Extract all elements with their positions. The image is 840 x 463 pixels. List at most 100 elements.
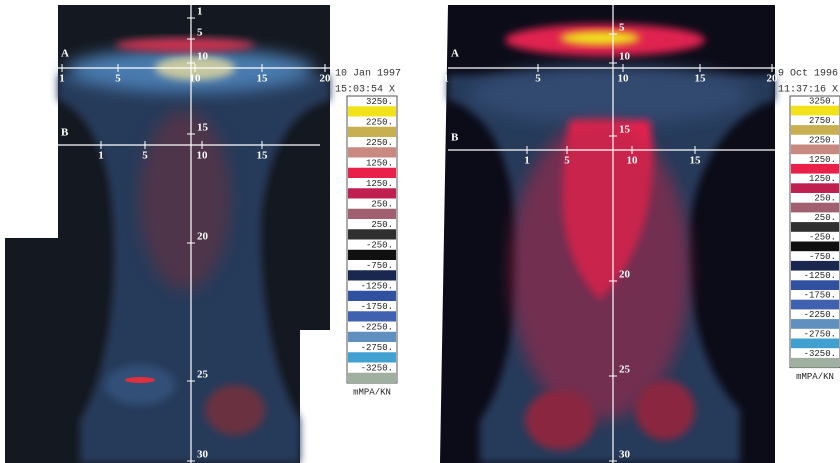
- legend-swatch: [791, 125, 839, 135]
- line-b-tick-label: 5: [142, 150, 148, 162]
- axis-label: 15: [619, 124, 631, 136]
- legend-swatch: [791, 358, 839, 368]
- legend-swatch: [791, 222, 839, 232]
- stress-image-left: [5, 5, 330, 463]
- axis-label: 30: [197, 449, 209, 461]
- legend-label: -750.: [809, 252, 836, 262]
- legend-swatch: [348, 106, 396, 116]
- legend-label: 250.: [814, 213, 836, 223]
- line-a-tick-label: 1: [59, 73, 65, 85]
- legend-swatch: [348, 127, 396, 137]
- line-a-tick-label: 20: [320, 73, 332, 85]
- legend-label: -2750.: [804, 329, 836, 339]
- axis-label: 30: [619, 449, 631, 461]
- line-a-tick-label: 15: [257, 73, 269, 85]
- legend-swatch: [791, 280, 839, 290]
- time: 11:37:16 X: [778, 85, 838, 96]
- line-label: A: [61, 48, 69, 60]
- line-a-tick-label: 10: [190, 73, 202, 85]
- legend-label: -3250.: [804, 349, 836, 359]
- line-b-tick-label: 15: [690, 155, 702, 167]
- axis-label: 25: [197, 369, 209, 381]
- figure: AB1510152025301510152015101510 Jan 19971…: [0, 0, 840, 463]
- axis-label: 10: [197, 51, 209, 63]
- line-label: A: [451, 48, 459, 60]
- legend-swatch: [791, 145, 839, 155]
- legend-label: 1250.: [809, 155, 836, 165]
- axis-label: 20: [619, 269, 631, 281]
- date: 9 Oct 1996: [778, 69, 838, 80]
- legend-label: 2250.: [809, 135, 836, 145]
- line-b-tick-label: 5: [564, 155, 570, 167]
- line-b-tick-label: 1: [524, 155, 530, 167]
- legend-label: -2250.: [804, 310, 836, 320]
- line-b-tick-label: 1: [98, 150, 104, 162]
- legend-swatch: [348, 168, 396, 178]
- legend-swatch: [791, 300, 839, 310]
- legend-label: -2750.: [361, 343, 393, 353]
- legend-swatch: [348, 250, 396, 260]
- legend-label: 3250.: [366, 97, 393, 107]
- line-label: B: [451, 132, 459, 144]
- time: 15:03:54 X: [335, 85, 395, 96]
- line-a-tick-label: 15: [695, 73, 707, 85]
- legend-unit: mMPA/KN: [796, 372, 834, 382]
- legend-label: 3250.: [809, 97, 836, 107]
- line-a-tick-label: 1: [443, 73, 449, 85]
- line-b-tick-label: 15: [257, 150, 269, 162]
- legend-swatch: [791, 261, 839, 271]
- axis-label: 5: [197, 27, 203, 39]
- line-a-tick-label: 10: [618, 73, 630, 85]
- legend-label: 1250.: [366, 179, 393, 189]
- legend-label: 1250.: [366, 158, 393, 168]
- legend-unit: mMPA/KN: [353, 387, 391, 397]
- legend-label: -250.: [366, 240, 393, 250]
- legend-label: 250.: [371, 220, 393, 230]
- line-label: B: [61, 127, 69, 139]
- axis-label: 5: [619, 22, 625, 34]
- date: 10 Jan 1997: [335, 69, 401, 80]
- legend-swatch: [348, 332, 396, 342]
- axis-label: 25: [619, 364, 631, 376]
- line-b-tick-label: 10: [627, 155, 639, 167]
- legend-label: 2750.: [809, 116, 836, 126]
- line-b-tick-label: 10: [197, 150, 209, 162]
- legend-label: -1750.: [804, 291, 836, 301]
- axis-label: 1: [197, 6, 203, 18]
- legend-swatch: [791, 106, 839, 116]
- legend-label: -3250.: [361, 363, 393, 373]
- legend-swatch: [348, 291, 396, 301]
- legend-label: -250.: [809, 232, 836, 242]
- legend-label: -750.: [366, 261, 393, 271]
- legend-label: 250.: [814, 194, 836, 204]
- axis-label: 10: [619, 51, 631, 63]
- legend-swatch: [791, 339, 839, 349]
- line-a-tick-label: 5: [535, 73, 541, 85]
- legend-label: 2250.: [366, 138, 393, 148]
- legend-label: 250.: [371, 199, 393, 209]
- legend-swatch: [791, 319, 839, 329]
- line-a-tick-label: 5: [115, 73, 121, 85]
- legend-swatch: [348, 188, 396, 198]
- legend-swatch: [348, 352, 396, 362]
- legend-swatch: [348, 311, 396, 321]
- legend-label: 2250.: [366, 117, 393, 127]
- legend-label: -1250.: [804, 271, 836, 281]
- legend-swatch: [791, 203, 839, 213]
- line-a-tick-label: 20: [767, 73, 779, 85]
- legend-swatch: [348, 270, 396, 280]
- legend-label: 1250.: [809, 174, 836, 184]
- legend-label: -1250.: [361, 281, 393, 291]
- legend-swatch: [791, 183, 839, 193]
- legend-label: -2250.: [361, 322, 393, 332]
- legend-swatch: [348, 147, 396, 157]
- legend-swatch: [348, 229, 396, 239]
- legend-swatch: [348, 373, 396, 383]
- stress-image-right: [440, 5, 775, 463]
- legend-swatch: [348, 209, 396, 219]
- axis-label: 15: [197, 122, 209, 134]
- legend-swatch: [791, 242, 839, 252]
- legend-label: -1750.: [361, 302, 393, 312]
- legend-swatch: [791, 164, 839, 174]
- axis-label: 20: [197, 231, 209, 243]
